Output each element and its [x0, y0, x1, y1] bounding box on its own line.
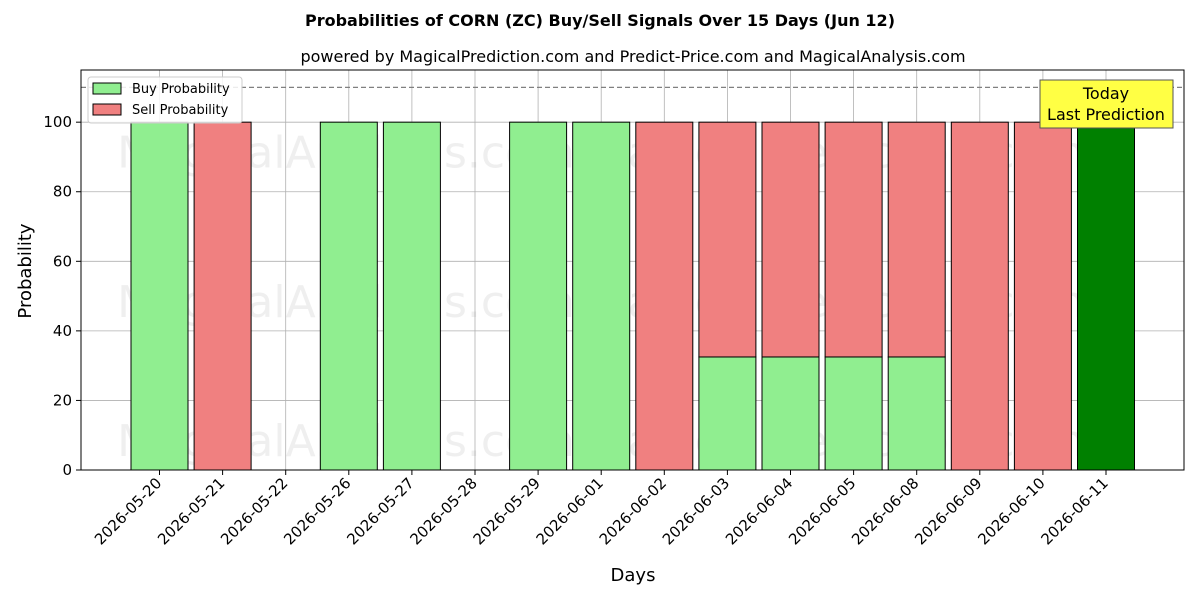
- bar-buy: [319, 121, 378, 471]
- chart-title: Probabilities of CORN (ZC) Buy/Sell Sign…: [305, 11, 895, 30]
- legend-swatch: [92, 103, 122, 116]
- x-tick-label: 2026-06-10: [974, 474, 1048, 548]
- y-tick-label: 20: [53, 391, 72, 409]
- bar-buy: [382, 121, 441, 471]
- bar-buy: [509, 121, 568, 471]
- plot-frame: [80, 69, 1185, 471]
- bar-buy: [887, 356, 946, 471]
- callout-box: [1039, 79, 1174, 129]
- x-tick-label: 2026-06-01: [533, 474, 607, 548]
- bar-sell: [887, 121, 946, 358]
- legend-label: Sell Probability: [132, 103, 229, 118]
- bar-buy: [698, 356, 757, 471]
- y-tick-label: 100: [43, 113, 72, 131]
- x-tick-label: 2026-05-20: [91, 474, 165, 548]
- bar-sell: [698, 121, 757, 358]
- x-tick-label: 2026-06-08: [848, 474, 922, 548]
- bar-sell: [824, 121, 883, 358]
- x-tick-label: 2026-05-22: [217, 474, 291, 548]
- x-tick-label: 2026-06-09: [911, 474, 985, 548]
- bar-buy: [824, 356, 883, 471]
- callout-text: Today: [1082, 84, 1129, 103]
- axes: [76, 69, 1185, 475]
- x-tick-label: 2026-05-21: [154, 474, 228, 548]
- legend-label: Buy Probability: [132, 82, 230, 97]
- y-axis-label: Probability: [15, 223, 36, 318]
- bar-sell: [1013, 121, 1072, 471]
- bar-sell: [193, 121, 252, 471]
- legend-box: [87, 76, 243, 124]
- x-tick-label: 2026-05-26: [280, 474, 354, 548]
- bar-buy: [572, 121, 631, 471]
- bar-buy: [130, 121, 189, 471]
- bar-sell: [635, 121, 694, 471]
- today-callout: Today Last Prediction: [1039, 79, 1174, 129]
- bar-buy-today: [1077, 121, 1135, 471]
- y-tick-label: 80: [53, 183, 72, 201]
- bars: [130, 121, 1135, 471]
- bar-sell: [950, 121, 1009, 471]
- bar-sell: [761, 121, 820, 358]
- y-tick-label: 40: [53, 322, 72, 340]
- x-tick-label: 2026-06-05: [785, 474, 859, 548]
- x-tick-label: 2026-06-11: [1037, 474, 1111, 548]
- y-tick-label: 0: [62, 461, 72, 479]
- x-tick-label: 2026-05-28: [406, 474, 480, 548]
- chart-subtitle: powered by MagicalPrediction.com and Pre…: [300, 47, 965, 66]
- x-tick-label: 2026-05-27: [343, 474, 417, 548]
- legend: Buy Probability Sell Probability: [87, 76, 243, 124]
- x-axis-label: Days: [611, 565, 656, 586]
- x-tick-label: 2026-06-04: [722, 474, 796, 548]
- legend-swatch: [92, 82, 122, 95]
- x-tick-label: 2026-05-29: [470, 474, 544, 548]
- bar-buy: [761, 356, 820, 471]
- callout-text: Last Prediction: [1047, 105, 1165, 124]
- x-tick-label: 2026-06-03: [659, 474, 733, 548]
- y-tick-label: 60: [53, 252, 72, 270]
- x-tick-label: 2026-06-02: [596, 474, 670, 548]
